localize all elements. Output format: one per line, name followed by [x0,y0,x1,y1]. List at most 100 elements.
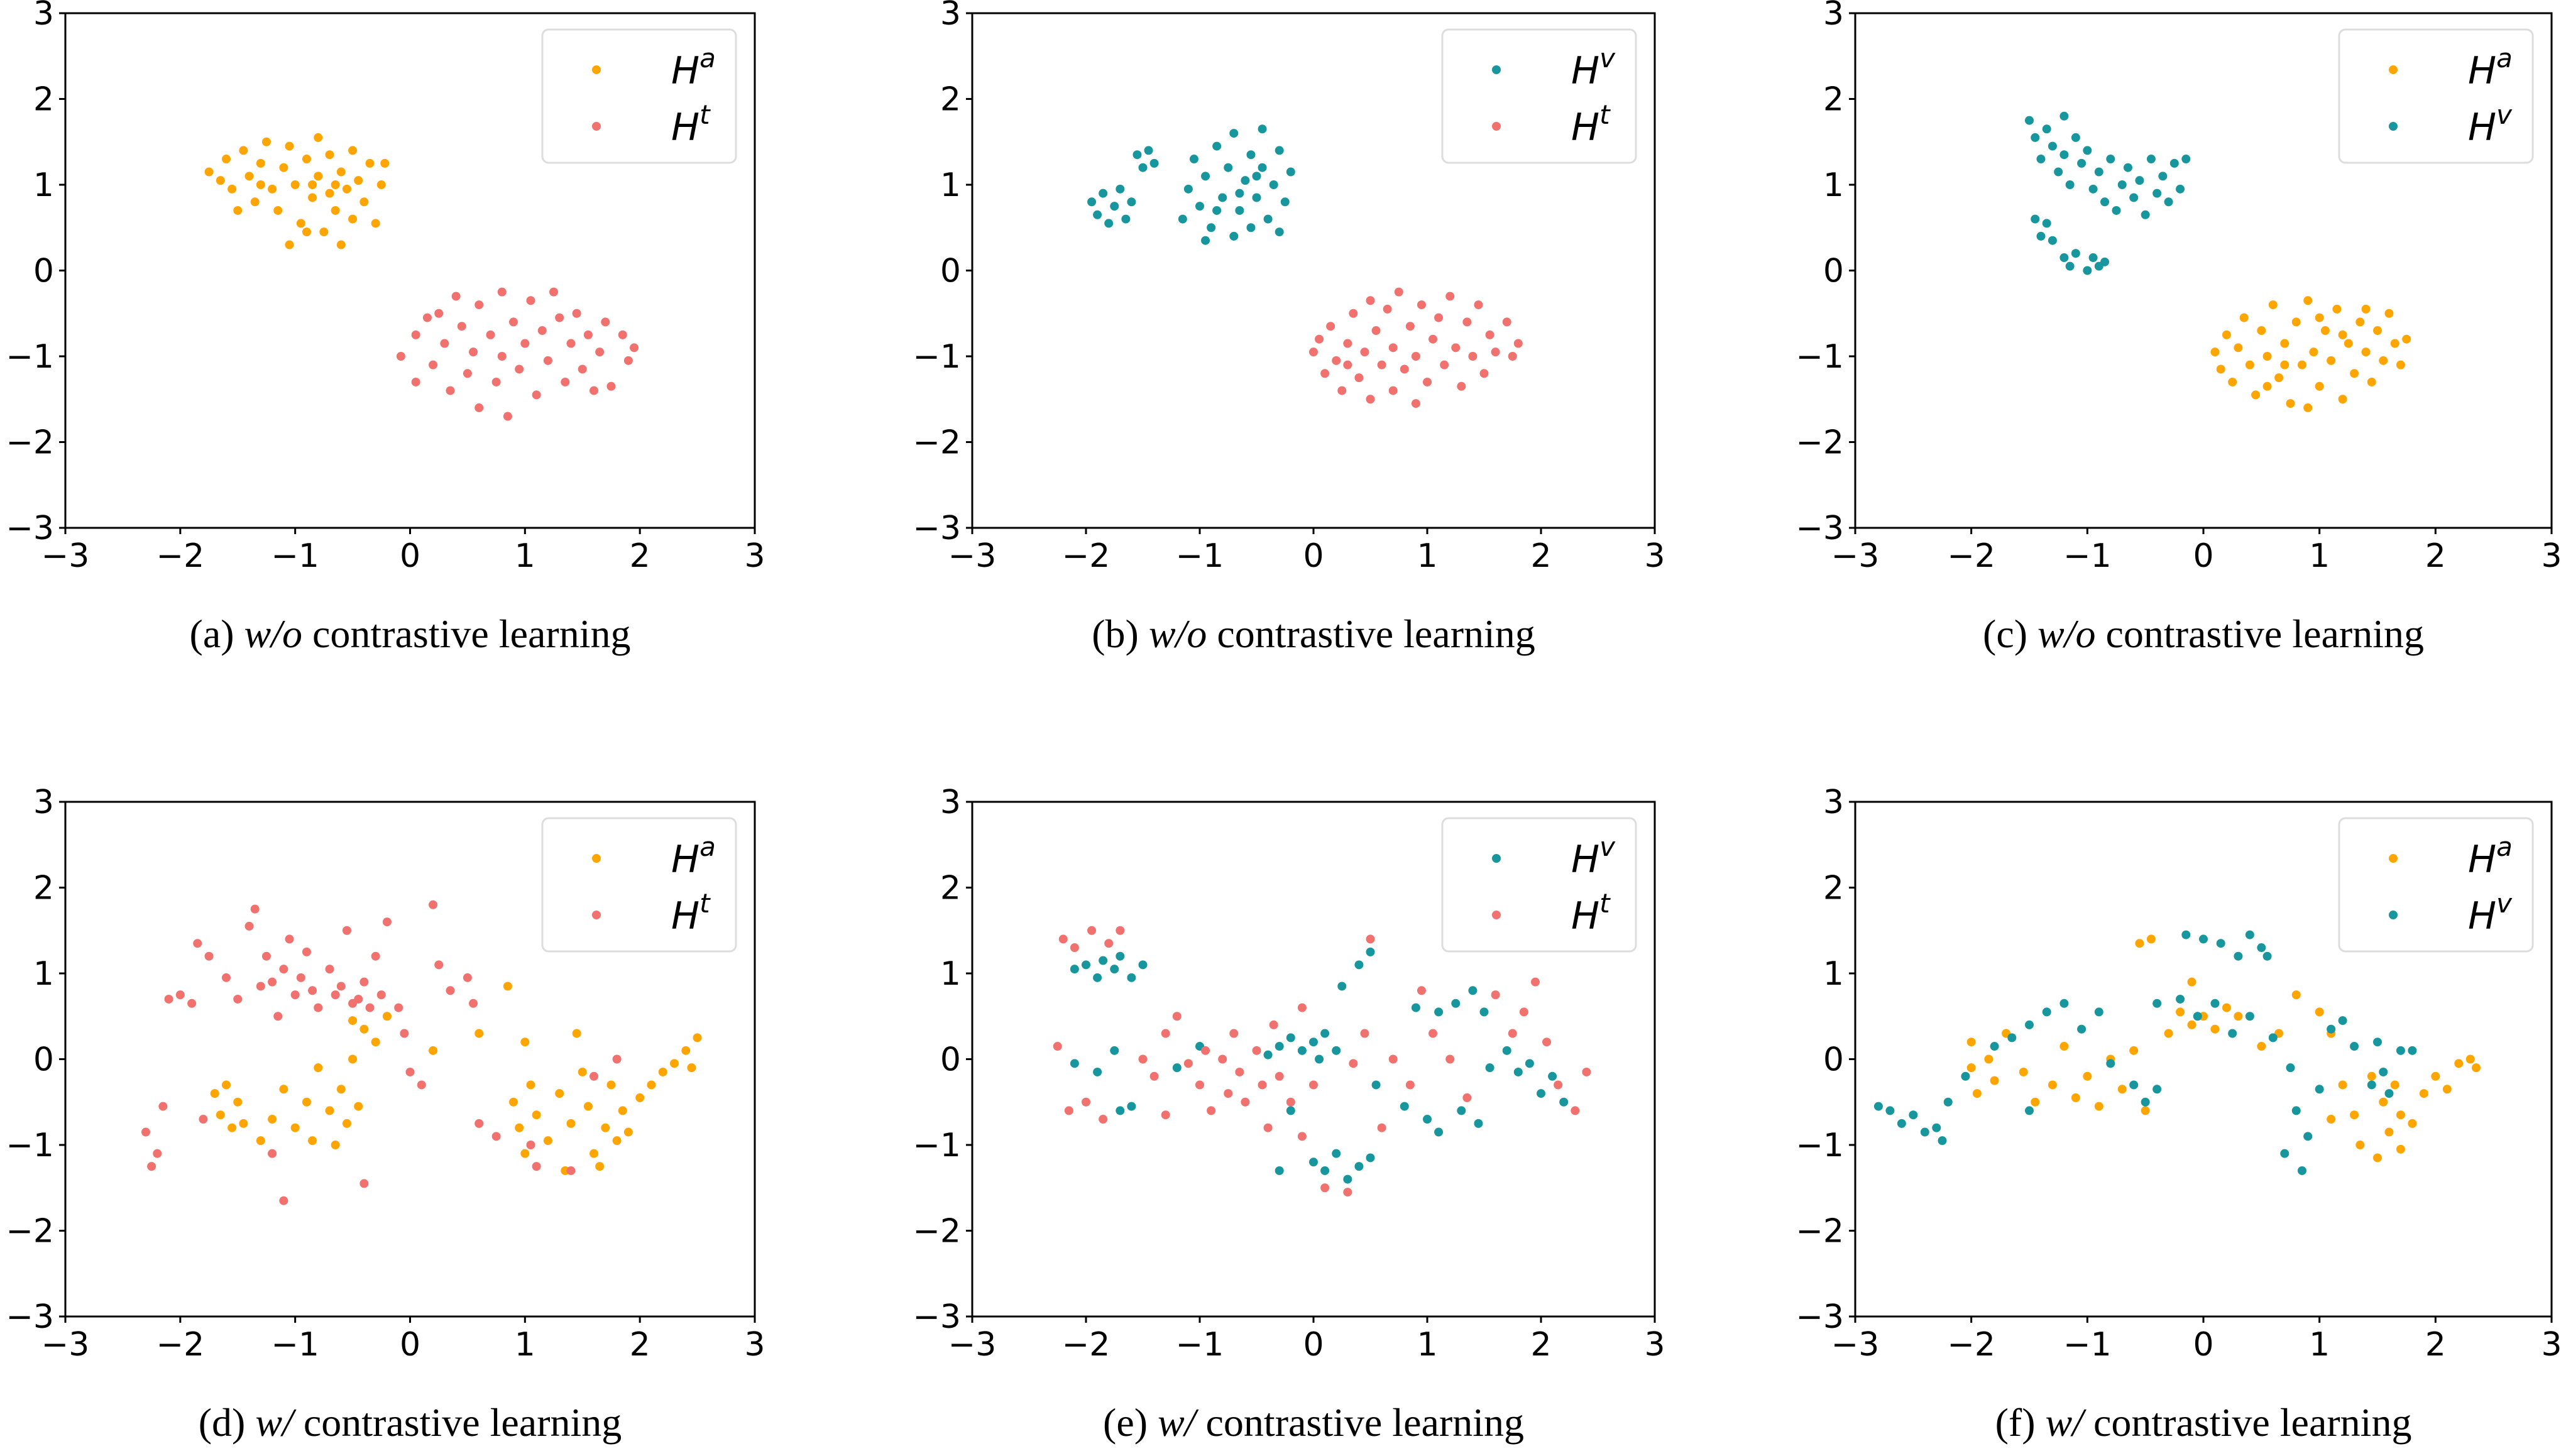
data-point [359,1024,369,1034]
data-point [491,377,501,386]
data-point [1320,1029,1330,1038]
data-point [2396,1144,2405,1154]
data-point [2216,364,2225,374]
x-tick-label: 1 [515,1326,535,1364]
data-point [2031,133,2040,142]
caption-italic: w/ [2046,1400,2087,1445]
legend-label-base: H [2468,838,2496,882]
data-point [2071,133,2080,142]
legend-box [2338,817,2534,953]
data-point [1263,1123,1273,1132]
data-point [1320,1166,1330,1175]
legend-marker [1492,122,1501,131]
data-point [2251,390,2261,400]
data-point [2338,1016,2347,1026]
data-point [451,292,461,301]
caption-text: contrastive learning [302,611,630,656]
data-point [1388,386,1398,395]
data-point [336,240,346,249]
x-tick-label: 3 [2541,1326,2561,1364]
data-point [1326,322,1335,331]
data-point [1491,348,1500,357]
data-point [382,1012,392,1021]
data-point [1058,934,1068,944]
data-point [2210,999,2220,1008]
data-point [2384,1089,2394,1098]
data-point [1252,172,1261,181]
data-point [2094,1007,2103,1017]
data-point [261,137,271,146]
y-tick-label: −2 [1796,424,1844,462]
data-point [1297,1003,1307,1012]
data-point [175,990,185,1000]
caption-label: (a) [190,611,244,656]
data-point [1229,129,1239,138]
series-Hv [1873,930,2417,1175]
data-point [2408,1046,2417,1055]
caption-italic: w/o [2037,611,2095,656]
data-point [256,158,265,168]
data-point [1053,1042,1062,1051]
data-point [1263,214,1273,224]
data-point [1485,1063,1494,1073]
data-point [147,1162,156,1171]
data-point [1332,1149,1341,1158]
data-point [325,965,334,974]
data-point [233,994,243,1004]
data-point [405,1067,415,1076]
data-point [1320,1183,1330,1193]
data-point [2384,1127,2394,1137]
data-point [2373,326,2382,336]
legend-label-base: H [1571,838,1599,882]
data-point [1116,184,1125,194]
x-tick-label: 0 [400,1326,420,1364]
data-point [2355,1141,2365,1149]
data-point [308,1136,317,1146]
caption-text: contrastive learning [293,1400,622,1445]
legend-label: Ha [2468,831,2513,882]
data-point [1116,951,1125,961]
x-tick-label: −3 [41,537,90,575]
data-point [1932,1123,1941,1132]
y-tick-label: −1 [913,1127,961,1164]
data-point [1258,163,1267,172]
y-tick-label: −3 [1796,510,1844,547]
data-point [1440,360,1449,369]
data-point [1349,309,1358,318]
y-tick-label: −1 [1796,338,1844,376]
x-tick-label: 0 [2193,537,2213,575]
legend-label-base: H [2468,894,2496,938]
data-point [2031,1097,2040,1107]
data-point [1297,1046,1307,1055]
data-point [2077,1024,2087,1034]
data-point [308,193,317,202]
data-point [578,364,587,374]
subplot-caption: (c) w/o contrastive learning [1983,611,2424,656]
data-point [2332,304,2342,314]
x-tick-label: 2 [1530,1326,1551,1364]
data-point [2367,377,2376,386]
data-point [2146,934,2156,944]
data-point [601,1123,610,1132]
y-tick-label: 0 [33,1041,54,1079]
data-point [314,172,323,181]
data-point [2355,317,2365,327]
data-point [1423,1115,1432,1124]
legend-label-base: H [1571,106,1599,150]
data-point [2257,1042,2266,1051]
data-point [2309,348,2318,357]
data-point [308,986,317,995]
data-point [658,1067,667,1076]
data-point [1235,1067,1244,1076]
data-point [1423,377,1432,386]
series-Ht [1053,926,1591,1197]
data-point [578,1067,587,1076]
data-point [537,326,547,336]
data-point [210,1089,219,1098]
legend-marker [592,122,601,131]
caption-text: contrastive learning [1207,611,1535,656]
data-point [348,1016,358,1026]
legend-label: Ht [1571,888,1611,938]
